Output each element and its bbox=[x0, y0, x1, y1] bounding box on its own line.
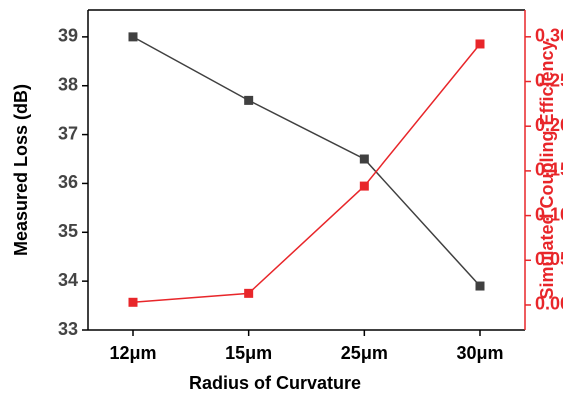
y-tick-label: 34 bbox=[58, 270, 78, 290]
y2-tick-label: 0.30 bbox=[535, 26, 563, 46]
marker bbox=[128, 297, 138, 307]
y-axis-label: Measured Loss (dB) bbox=[11, 84, 31, 256]
series-line bbox=[132, 43, 481, 304]
y2-tick-label: 0.00 bbox=[535, 294, 563, 314]
y2-tick-label: 0.20 bbox=[535, 115, 563, 135]
marker bbox=[359, 154, 369, 164]
marker bbox=[475, 39, 485, 49]
y2-tick-label: 0.15 bbox=[535, 160, 563, 180]
marker bbox=[128, 32, 138, 42]
y-tick-label: 36 bbox=[58, 172, 78, 192]
x-tick-label: 15μm bbox=[225, 343, 272, 363]
y-tick-label: 38 bbox=[58, 74, 78, 94]
y2-axis-label: Simulated Coupling Efficiency bbox=[537, 40, 557, 299]
marker bbox=[359, 181, 369, 191]
y2-tick-label: 0.10 bbox=[535, 204, 563, 224]
x-tick-label: 12μm bbox=[109, 343, 156, 363]
marker bbox=[244, 288, 254, 298]
x-axis-label: Radius of Curvature bbox=[189, 373, 361, 393]
marker bbox=[244, 95, 254, 105]
y-tick-label: 39 bbox=[58, 26, 78, 46]
y2-tick-label: 0.05 bbox=[535, 249, 563, 269]
y2-tick-label: 0.25 bbox=[535, 70, 563, 90]
y-tick-label: 37 bbox=[58, 123, 78, 143]
x-tick-label: 25μm bbox=[341, 343, 388, 363]
x-tick-label: 30μm bbox=[456, 343, 503, 363]
y-tick-label: 33 bbox=[58, 319, 78, 339]
y-tick-label: 35 bbox=[58, 221, 78, 241]
marker bbox=[475, 281, 485, 291]
series-line bbox=[132, 36, 481, 287]
